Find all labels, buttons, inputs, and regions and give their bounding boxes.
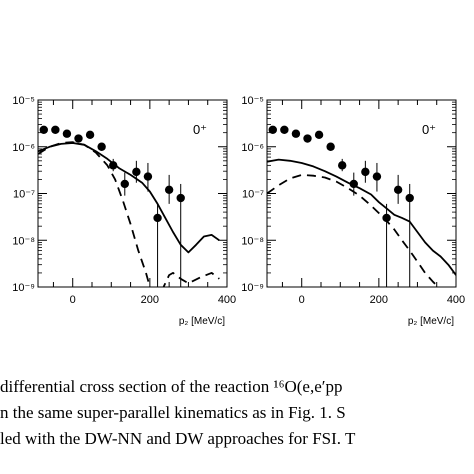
data-point [280, 125, 289, 135]
solid-curve [38, 142, 220, 254]
caption-line-1: differential cross section of the reacti… [0, 377, 343, 396]
data-point [74, 134, 83, 143]
data-point [120, 179, 129, 189]
x-tick-label: 400 [447, 294, 465, 306]
data-point [393, 185, 403, 194]
data-point [326, 142, 335, 151]
data-point [349, 179, 358, 189]
y-tick-label: 10⁻⁸ [241, 235, 264, 247]
chart-panel-left: 10⁻⁹ 10⁻⁸ 10⁻⁷ 10⁻⁶ 10⁻⁵ 0 200 400 p₂ [MeV/c] 0⁺ [12, 95, 236, 327]
data-point [382, 213, 391, 223]
data-point [109, 161, 118, 170]
x-axis-label: p₂ [MeV/c] [408, 316, 454, 327]
data-point [268, 125, 277, 135]
x-tick-label: 400 [218, 294, 236, 306]
x-tick-label: 0 [299, 294, 305, 306]
y-tick-label: 10⁻⁷ [13, 189, 35, 201]
data-point [361, 167, 370, 177]
x-axis-label: p₂ [MeV/c] [179, 316, 225, 327]
y-tick-label: 10⁻⁷ [242, 189, 264, 201]
data-point [303, 134, 312, 143]
data-point [338, 161, 347, 170]
data-point [39, 125, 48, 135]
x-tick-label: 200 [141, 294, 159, 306]
data-point [372, 172, 382, 181]
data-point [164, 185, 174, 194]
y-tick-label: 10⁻⁸ [12, 235, 35, 247]
y-tick-label: 10⁻⁵ [241, 95, 264, 107]
caption-line-3: led with the DW-NN and DW approaches for… [0, 429, 356, 448]
x-tick-label: 200 [370, 294, 388, 306]
y-tick-label: 10⁻⁶ [241, 142, 264, 154]
y-tick-label: 10⁻⁹ [12, 282, 35, 294]
chart-panel-right: 10⁻⁹ 10⁻⁸ 10⁻⁷ 10⁻⁶ 10⁻⁵ 0 200 400 p₂ [MeV/c] 0⁺ [241, 95, 465, 327]
data-point [176, 193, 185, 203]
dashed-curve [267, 174, 440, 287]
data-point [132, 167, 141, 177]
state-label: 0⁺ [422, 122, 436, 137]
data-point [97, 142, 106, 151]
data-point [62, 129, 72, 138]
data-point [405, 193, 414, 203]
data-point [51, 125, 60, 135]
data-point [153, 213, 162, 223]
state-label: 0⁺ [193, 122, 207, 137]
solid-curve [267, 158, 456, 276]
x-tick-label: 0 [70, 294, 76, 306]
y-tick-label: 10⁻⁵ [12, 95, 35, 107]
data-point [85, 130, 95, 140]
y-tick-label: 10⁻⁶ [12, 142, 35, 154]
caption-line-2: n the same super-parallel kinematics as … [0, 403, 346, 422]
dashed-curve [38, 141, 220, 287]
data-point [291, 129, 301, 138]
data-point [143, 172, 153, 181]
data-point [314, 130, 324, 140]
y-tick-label: 10⁻⁹ [241, 282, 264, 294]
